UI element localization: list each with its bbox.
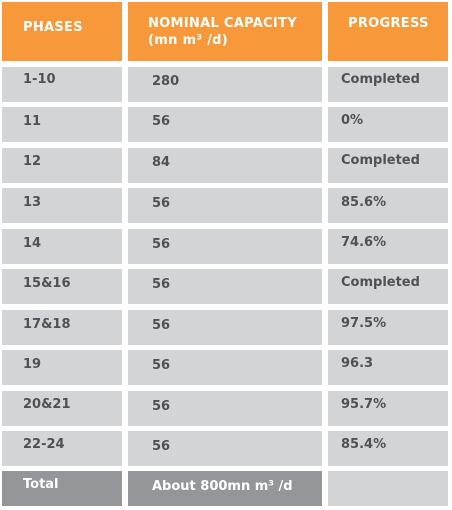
row-4-capacity-cell: 56 (128, 188, 322, 223)
row-7-capacity: 56 (152, 318, 171, 333)
row-7-progress-cell: 97.5% (328, 310, 448, 345)
row-4-phase: 13 (23, 195, 42, 210)
header-capacity-line2: (mn m³ /d) (148, 33, 229, 48)
row-1-capacity: 280 (152, 74, 180, 89)
total-progress-cell (328, 471, 448, 506)
row-8-progress-cell: 96.3 (328, 350, 448, 385)
row-8-phase-cell: 19 (2, 350, 122, 385)
row-8-capacity-cell: 56 (128, 350, 322, 385)
row-1-phase: 1-10 (23, 72, 56, 87)
row-7-capacity-cell: 56 (128, 310, 322, 345)
row-3-capacity: 84 (152, 155, 171, 170)
row-8-capacity: 56 (152, 358, 171, 373)
row-6-capacity: 56 (152, 277, 171, 292)
row-2-progress: 0% (341, 113, 364, 128)
row-7-phase: 17&18 (23, 317, 71, 332)
row-9-progress-cell: 95.7% (328, 391, 448, 426)
total-capacity: About 800mn m³ /d (152, 479, 293, 494)
row-5-progress-cell: 74.6% (328, 229, 448, 264)
row-5-progress: 74.6% (341, 235, 387, 250)
header-phases-label: PHASES (23, 20, 83, 35)
row-1-capacity-cell: 280 (128, 67, 322, 102)
row-10-capacity: 56 (152, 439, 171, 454)
row-5-phase-cell: 14 (2, 229, 122, 264)
row-6-phase: 15&16 (23, 276, 71, 291)
row-10-capacity-cell: 56 (128, 431, 322, 466)
row-4-progress: 85.6% (341, 195, 387, 210)
row-6-phase-cell: 15&16 (2, 269, 122, 304)
row-6-progress: Completed (341, 275, 420, 290)
row-2-capacity: 56 (152, 114, 171, 129)
row-9-capacity: 56 (152, 399, 171, 414)
row-10-phase: 22-24 (23, 437, 65, 452)
row-10-progress-cell: 85.4% (328, 431, 448, 466)
header-capacity-line1: NOMINAL CAPACITY (148, 16, 297, 31)
row-3-phase-cell: 12 (2, 148, 122, 183)
row-5-capacity: 56 (152, 237, 171, 252)
row-2-capacity-cell: 56 (128, 107, 322, 142)
header-phases: PHASES (2, 2, 122, 61)
row-9-phase-cell: 20&21 (2, 391, 122, 426)
row-3-capacity-cell: 84 (128, 148, 322, 183)
header-progress: PROGRESS (328, 2, 448, 61)
row-3-progress-cell: Completed (328, 148, 448, 183)
row-3-progress: Completed (341, 153, 420, 168)
row-4-progress-cell: 85.6% (328, 188, 448, 223)
row-5-capacity-cell: 56 (128, 229, 322, 264)
row-1-progress-cell: Completed (328, 67, 448, 102)
row-9-progress: 95.7% (341, 397, 387, 412)
row-10-phase-cell: 22-24 (2, 431, 122, 466)
row-7-progress: 97.5% (341, 316, 387, 331)
header-nominal-capacity: NOMINAL CAPACITY (mn m³ /d) (128, 2, 322, 61)
row-8-progress: 96.3 (341, 356, 374, 371)
row-4-capacity: 56 (152, 196, 171, 211)
row-5-phase: 14 (23, 236, 42, 251)
row-9-capacity-cell: 56 (128, 391, 322, 426)
row-4-phase-cell: 13 (2, 188, 122, 223)
row-10-progress: 85.4% (341, 437, 387, 452)
row-8-phase: 19 (23, 357, 42, 372)
row-3-phase: 12 (23, 154, 42, 169)
row-2-phase-cell: 11 (2, 107, 122, 142)
total-capacity-cell: About 800mn m³ /d (128, 471, 322, 506)
row-2-phase: 11 (23, 114, 42, 129)
row-7-phase-cell: 17&18 (2, 310, 122, 345)
row-2-progress-cell: 0% (328, 107, 448, 142)
row-6-capacity-cell: 56 (128, 269, 322, 304)
header-progress-label: PROGRESS (348, 16, 429, 31)
total-label: Total (23, 477, 59, 492)
row-6-progress-cell: Completed (328, 269, 448, 304)
row-9-phase: 20&21 (23, 397, 71, 412)
row-1-phase-cell: 1-10 (2, 67, 122, 102)
total-label-cell: Total (2, 471, 122, 506)
row-1-progress: Completed (341, 72, 420, 87)
